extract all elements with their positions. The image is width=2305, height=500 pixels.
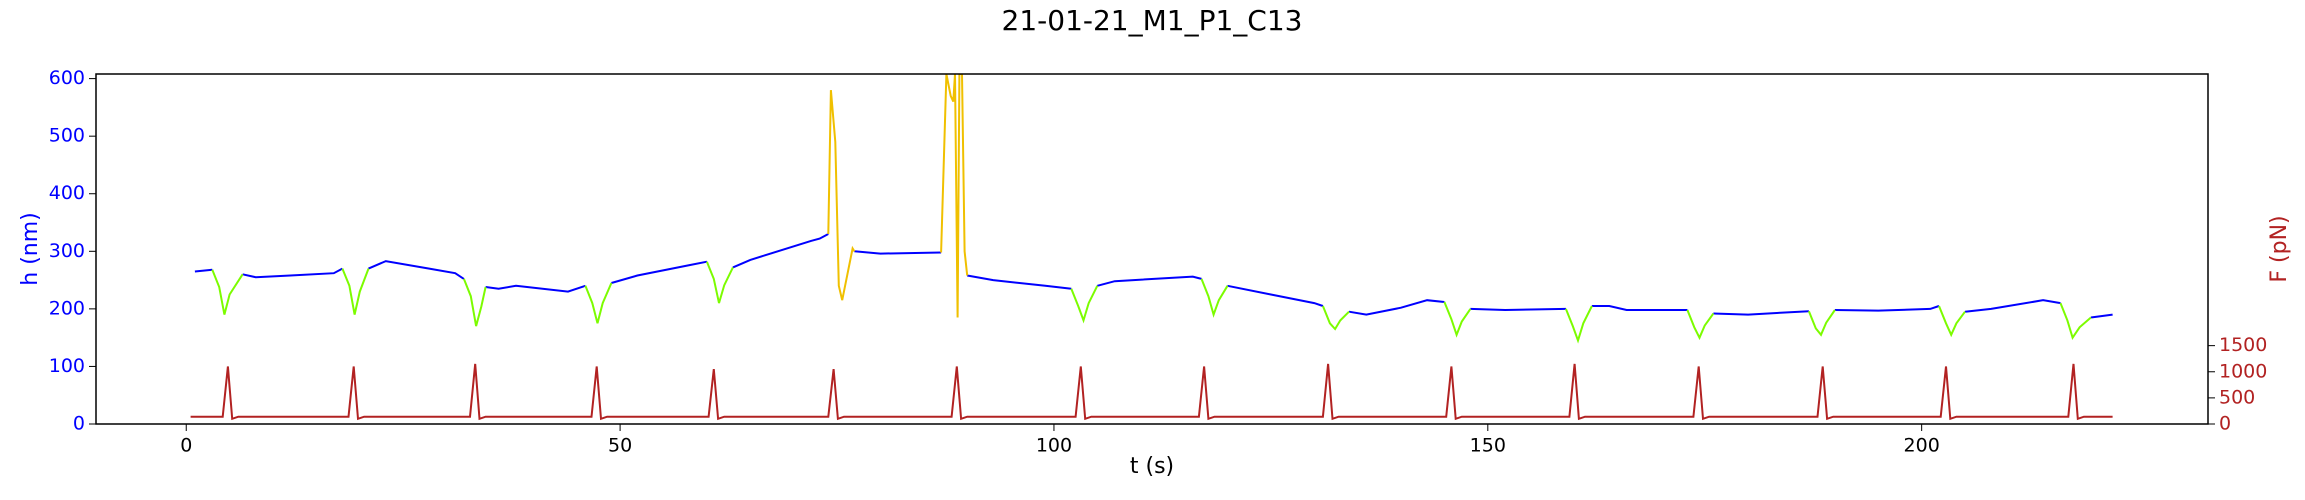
data-line — [194, 233, 2113, 319]
y-tick-label: 300 — [49, 240, 85, 262]
y2-tick-label: 500 — [2219, 386, 2255, 408]
x-tick-label: 0 — [180, 435, 192, 457]
x-tick-label: 150 — [1470, 435, 1506, 457]
plot-frame — [95, 73, 2209, 425]
y2-tick-label: 0 — [2219, 413, 2231, 435]
data-line — [211, 261, 2092, 344]
y-tick-label: 200 — [49, 297, 85, 319]
y-tick-label: 0 — [73, 413, 85, 435]
data-line — [190, 363, 2113, 421]
y-tick-label: 600 — [49, 67, 85, 89]
x-axis-label: t (s) — [1130, 454, 1174, 479]
y-axis-label: h (nm) — [18, 212, 43, 285]
y-tick-label: 500 — [49, 125, 85, 147]
chart-title: 21-01-21_M1_P1_C13 — [1002, 4, 1303, 37]
y-tick-label: 400 — [49, 182, 85, 204]
data-line — [827, 74, 969, 318]
plot-area — [190, 74, 2113, 421]
x-tick-label: 100 — [1036, 435, 1072, 457]
x-tick-label: 200 — [1904, 435, 1940, 457]
x-tick-label: 50 — [608, 435, 632, 457]
y2-tick-label: 1000 — [2219, 360, 2267, 382]
y2-axis-label: F (pN) — [2267, 215, 2292, 282]
y-tick-label: 100 — [49, 355, 85, 377]
y2-tick-label: 1500 — [2219, 334, 2267, 356]
